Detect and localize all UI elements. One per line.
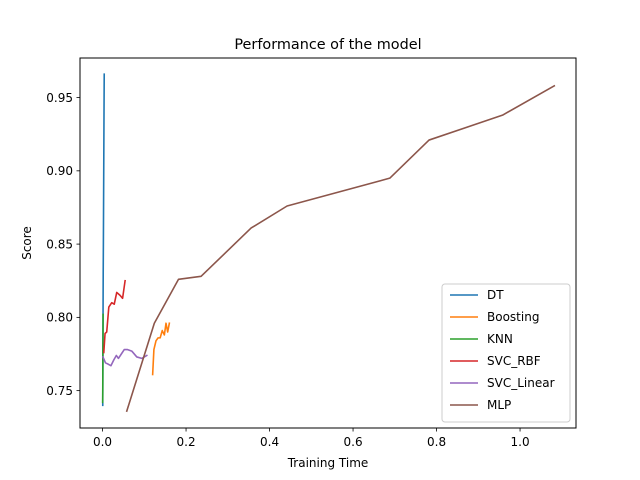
y-tick-label: 0.95 xyxy=(46,91,73,105)
x-axis-label: Training Time xyxy=(287,456,369,470)
series-layer xyxy=(101,73,556,413)
y-tick-label: 0.80 xyxy=(46,311,73,325)
y-tick-label: 0.90 xyxy=(46,164,73,178)
legend: DT Boosting KNN SVC_RBF SVC_Linear MLP xyxy=(441,283,571,423)
legend-label: Boosting xyxy=(487,310,539,324)
x-tick-label: 0.2 xyxy=(177,435,196,449)
x-tick-label: 1.0 xyxy=(511,435,530,449)
series-line-mlp xyxy=(125,84,556,413)
legend-label: DT xyxy=(487,288,504,302)
x-tick-label: 0.8 xyxy=(427,435,446,449)
legend-box xyxy=(441,283,571,423)
legend-label: SVC_Linear xyxy=(487,376,555,390)
y-axis-label: Score xyxy=(20,226,34,260)
series-line-boosting xyxy=(151,322,171,376)
x-tick-label: 0.0 xyxy=(93,435,112,449)
x-tick-label: 0.6 xyxy=(344,435,363,449)
series-line-svc-rbf xyxy=(102,279,126,354)
x-tick-label: 0.4 xyxy=(260,435,279,449)
y-axis-ticks: 0.75 0.80 0.85 0.90 0.95 xyxy=(46,91,80,398)
legend-label: SVC_RBF xyxy=(487,354,541,368)
x-axis-ticks: 0.0 0.2 0.4 0.6 0.8 1.0 xyxy=(93,428,530,449)
legend-label: KNN xyxy=(487,332,513,346)
chart-title: Performance of the model xyxy=(234,37,421,53)
plot-frame xyxy=(79,57,577,429)
series-line-svc-linear xyxy=(101,348,148,367)
y-tick-label: 0.85 xyxy=(46,237,73,251)
legend-label: MLP xyxy=(487,398,511,412)
y-tick-label: 0.75 xyxy=(46,384,73,398)
